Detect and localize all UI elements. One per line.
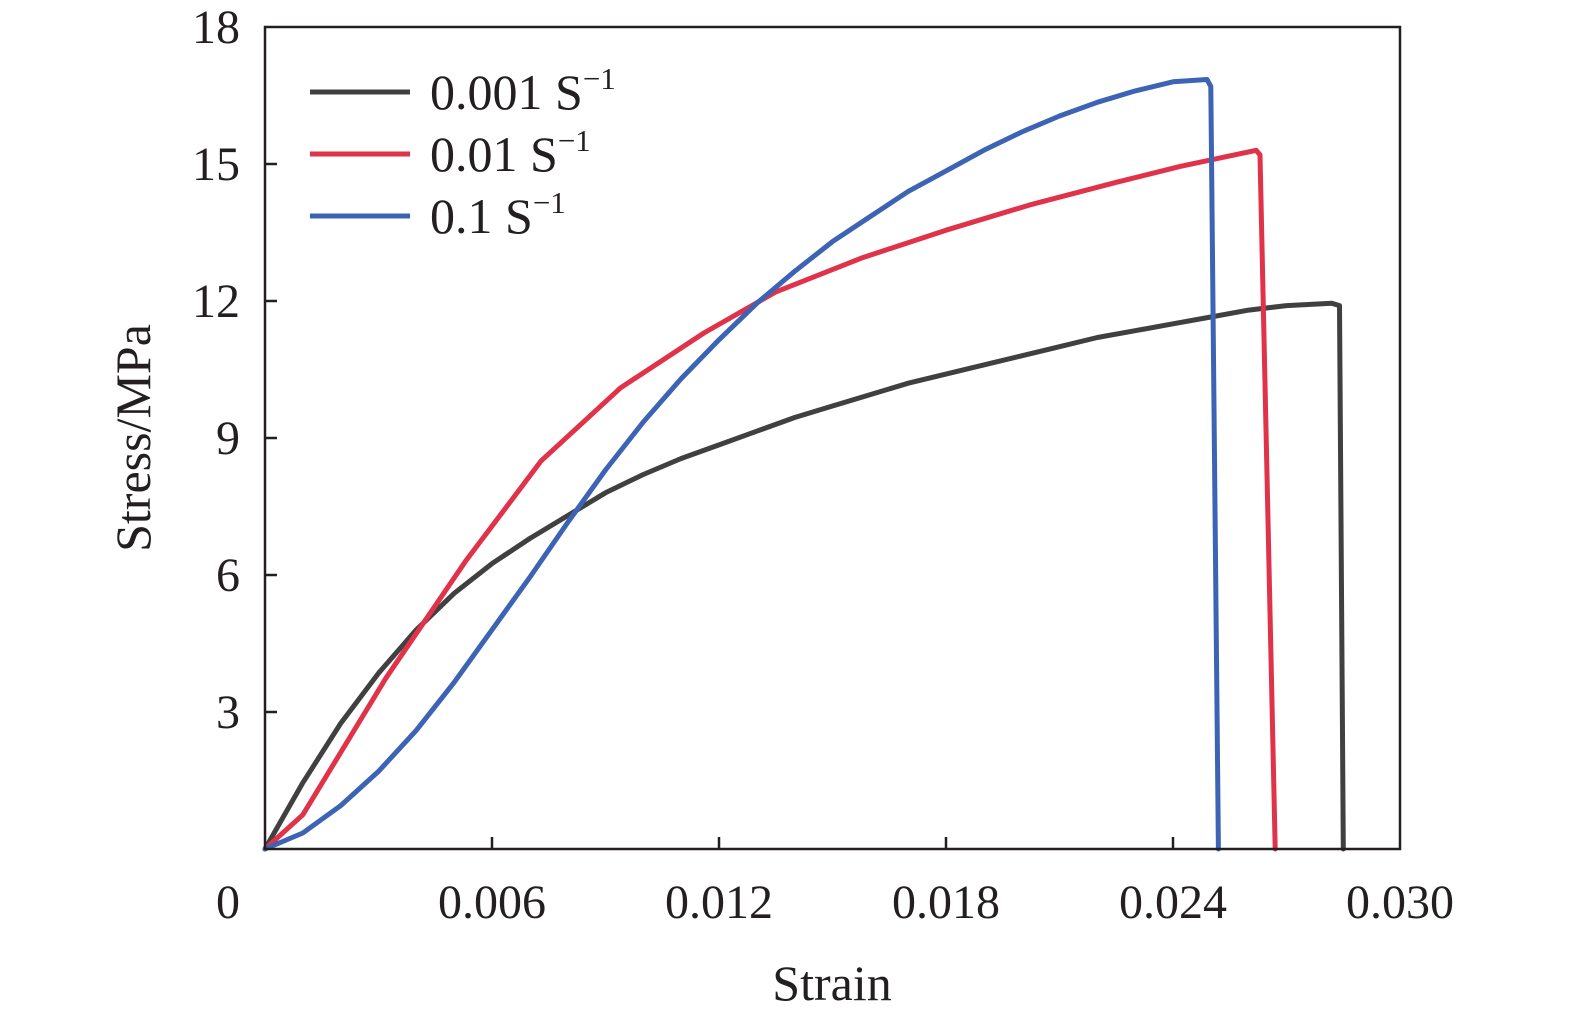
series-line-1 bbox=[262, 147, 1278, 852]
x-tick-label-3: 0.018 bbox=[892, 876, 1000, 929]
x-tick-label-4: 0.024 bbox=[1119, 876, 1227, 929]
x-tick-label-1: 0.006 bbox=[438, 876, 546, 929]
legend-label-superscript-1: −1 bbox=[558, 123, 591, 158]
y-tick-label-2: 9 bbox=[216, 412, 240, 465]
legend: 0.001 S−10.01 S−10.1 S−1 bbox=[310, 61, 616, 244]
y-tick-label-0: 3 bbox=[216, 686, 240, 739]
legend-label-1: 0.01 S−1 bbox=[430, 123, 591, 182]
y-tick-label-4: 15 bbox=[192, 138, 240, 191]
y-axis-title: Stress/MPa bbox=[105, 324, 161, 552]
series-layer bbox=[262, 77, 1346, 852]
y-tick-label-5: 18 bbox=[192, 1, 240, 54]
x-axis-title: Strain bbox=[772, 955, 891, 1011]
series-line-2 bbox=[262, 77, 1221, 852]
series-line-0 bbox=[262, 300, 1346, 852]
ticks-layer: 0 0.006 0.012 0.018 0.024 0.030 3 6 9 12 15 18 bbox=[192, 1, 1454, 929]
y-tick-label-3: 12 bbox=[192, 275, 240, 328]
legend-label-0: 0.001 S−1 bbox=[430, 61, 616, 120]
x-tick-label-5: 0.030 bbox=[1346, 876, 1454, 929]
y-tick-label-1: 6 bbox=[216, 549, 240, 602]
legend-label-superscript-0: −1 bbox=[583, 61, 616, 96]
x-tick-label-2: 0.012 bbox=[665, 876, 773, 929]
x-tick-label-0: 0 bbox=[216, 876, 240, 929]
legend-label-superscript-2: −1 bbox=[533, 185, 566, 220]
legend-label-2: 0.1 S−1 bbox=[430, 185, 566, 244]
